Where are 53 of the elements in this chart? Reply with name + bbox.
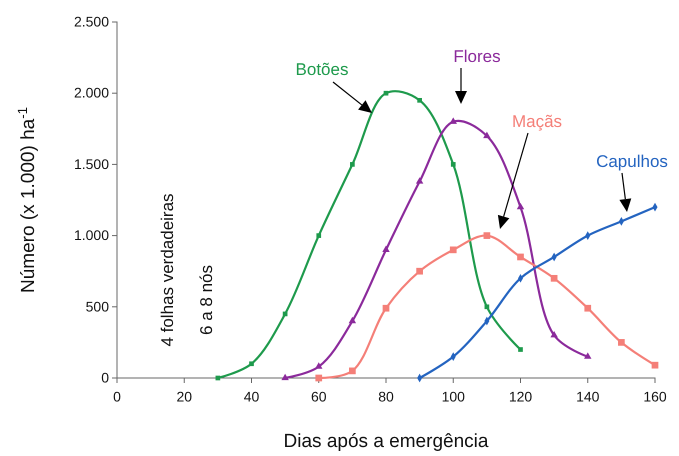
point bbox=[550, 274, 558, 282]
x-tick-label: 100 bbox=[442, 388, 466, 404]
x-tick-label: 40 bbox=[244, 388, 260, 404]
point bbox=[282, 312, 288, 316]
point bbox=[518, 347, 523, 352]
x-tick-label: 120 bbox=[508, 388, 532, 404]
point bbox=[316, 233, 322, 238]
text: Flores bbox=[453, 47, 501, 66]
point bbox=[517, 254, 524, 260]
point bbox=[584, 304, 592, 312]
point bbox=[484, 304, 490, 310]
point bbox=[349, 368, 356, 374]
point bbox=[281, 374, 289, 380]
point bbox=[652, 362, 658, 369]
annotation: 6 a 8 nós bbox=[196, 265, 216, 335]
x-tick-label: 60 bbox=[310, 388, 327, 404]
point bbox=[618, 339, 625, 346]
text: Botões bbox=[296, 60, 348, 79]
point bbox=[484, 232, 490, 239]
point bbox=[216, 376, 220, 380]
y-tick-label: 1.000 bbox=[74, 227, 110, 244]
y-tick-label: 2.500 bbox=[74, 13, 110, 30]
point bbox=[550, 330, 558, 338]
x-tick-label: 20 bbox=[176, 388, 192, 404]
y-tick-label: 0 bbox=[101, 369, 110, 386]
y-tick-label: 500 bbox=[86, 298, 110, 314]
point bbox=[483, 132, 491, 138]
point bbox=[416, 268, 423, 275]
point bbox=[249, 361, 254, 366]
y-tick-label: 2.000 bbox=[74, 84, 110, 101]
x-tick-label: 80 bbox=[378, 388, 394, 404]
y-tick-label: 1.500 bbox=[74, 156, 110, 172]
point bbox=[450, 117, 457, 124]
x-tick-label: 160 bbox=[643, 388, 667, 404]
point bbox=[315, 362, 322, 369]
point bbox=[350, 162, 355, 167]
point bbox=[450, 246, 457, 254]
point bbox=[315, 374, 322, 382]
point bbox=[382, 304, 390, 312]
point bbox=[516, 202, 524, 210]
point bbox=[417, 98, 422, 103]
text: Maçãs bbox=[512, 112, 562, 131]
point bbox=[584, 352, 592, 359]
x-axis-title: Dias após a emergência bbox=[284, 431, 489, 452]
point bbox=[450, 162, 456, 167]
point bbox=[348, 316, 356, 324]
point bbox=[416, 177, 424, 184]
annotation: 4 folhas verdadeiras bbox=[158, 193, 177, 347]
point bbox=[384, 90, 388, 96]
text: Capulhos bbox=[596, 152, 668, 171]
point bbox=[382, 246, 390, 252]
x-tick-label: 0 bbox=[113, 388, 122, 404]
x-tick-label: 140 bbox=[576, 388, 600, 404]
